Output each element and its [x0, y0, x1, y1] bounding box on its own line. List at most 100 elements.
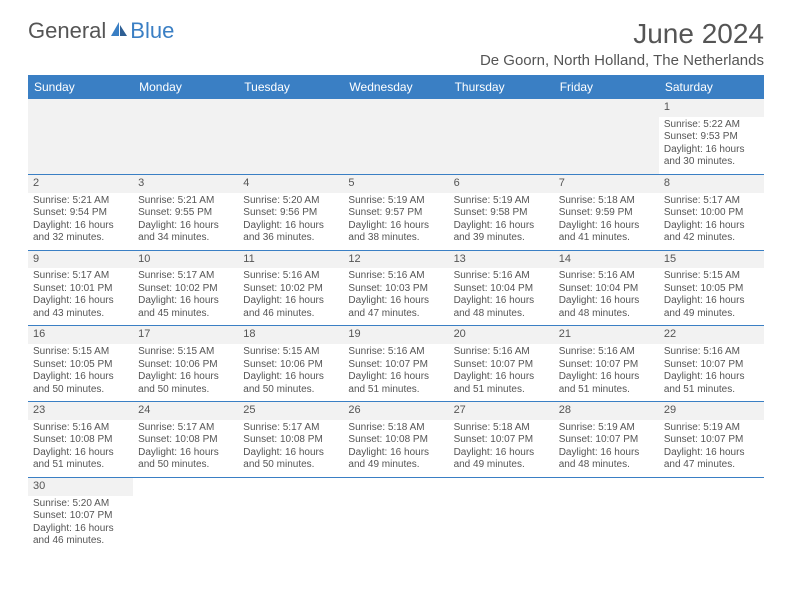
- daylight-text: Daylight: 16 hours and 51 minutes.: [664, 371, 759, 396]
- day-cell: 5Sunrise: 5:19 AMSunset: 9:57 PMDaylight…: [343, 175, 448, 250]
- sunrise-text: Sunrise: 5:16 AM: [243, 270, 338, 283]
- day-header-row: SundayMondayTuesdayWednesdayThursdayFrid…: [28, 75, 764, 99]
- sunrise-text: Sunrise: 5:16 AM: [664, 346, 759, 359]
- sunset-text: Sunset: 10:07 PM: [454, 359, 549, 372]
- day-cell: 18 Sunrise: 5:15 AMSunset: 10:06 PMDaylig…: [238, 326, 343, 401]
- sunrise-text: Sunrise: 5:20 AM: [243, 195, 338, 208]
- day-info: Sunrise: 5:17 AMSunset: 10:08 PMDaylight…: [138, 422, 233, 472]
- day-number: 11: [238, 251, 343, 269]
- sunset-text: Sunset: 10:08 PM: [243, 434, 338, 447]
- day-cell: [133, 99, 238, 174]
- day-cell: 28Sunrise: 5:19 AMSunset: 10:07 PMDaylig…: [554, 402, 659, 477]
- day-number: 9: [28, 251, 133, 269]
- day-cell: [133, 478, 238, 553]
- day-cell: [449, 99, 554, 174]
- daylight-text: Daylight: 16 hours and 51 minutes.: [454, 371, 549, 396]
- day-info: Sunrise: 5:19 AMSunset: 9:58 PMDaylight:…: [454, 195, 549, 245]
- daylight-text: Daylight: 16 hours and 50 minutes.: [243, 371, 338, 396]
- day-number: 1: [659, 99, 764, 117]
- header: General Blue June 2024 De Goorn, North H…: [28, 18, 764, 69]
- daylight-text: Daylight: 16 hours and 51 minutes.: [348, 371, 443, 396]
- day-cell: [449, 478, 554, 553]
- day-cell: [28, 99, 133, 174]
- day-info: Sunrise: 5:21 AMSunset: 9:54 PMDaylight:…: [33, 195, 128, 245]
- day-cell: 13Sunrise: 5:16 AMSunset: 10:04 PMDaylig…: [449, 251, 554, 326]
- day-info: Sunrise: 5:16 AMSunset: 10:07 PMDaylight…: [454, 346, 549, 396]
- day-number: 30: [28, 478, 133, 496]
- day-number: 28: [554, 402, 659, 420]
- day-number: 16: [28, 326, 133, 344]
- week-row: 30 Sunrise: 5:20 AMSunset: 10:07 PMDaylig…: [28, 478, 764, 553]
- sunset-text: Sunset: 9:59 PM: [559, 207, 654, 220]
- day-info: Sunrise: 5:16 AMSunset: 10:03 PMDaylight…: [348, 270, 443, 320]
- sunrise-text: Sunrise: 5:22 AM: [664, 119, 759, 132]
- day-cell: [238, 99, 343, 174]
- daylight-text: Daylight: 16 hours and 51 minutes.: [33, 447, 128, 472]
- daylight-text: Daylight: 16 hours and 43 minutes.: [33, 295, 128, 320]
- day-number: 18: [238, 326, 343, 344]
- daylight-text: Daylight: 16 hours and 48 minutes.: [559, 447, 654, 472]
- day-cell: [659, 478, 764, 553]
- sunrise-text: Sunrise: 5:17 AM: [664, 195, 759, 208]
- day-number: 27: [449, 402, 554, 420]
- day-info: Sunrise: 5:20 AMSunset: 10:07 PMDaylight…: [33, 498, 128, 548]
- day-number: 7: [554, 175, 659, 193]
- day-number: 15: [659, 251, 764, 269]
- day-info: Sunrise: 5:15 AMSunset: 10:05 PMDaylight…: [33, 346, 128, 396]
- day-cell: 29 Sunrise: 5:19 AMSunset: 10:07 PMDaylig…: [659, 402, 764, 477]
- daylight-text: Daylight: 16 hours and 50 minutes.: [33, 371, 128, 396]
- sunset-text: Sunset: 9:58 PM: [454, 207, 549, 220]
- sunrise-text: Sunrise: 5:17 AM: [138, 422, 233, 435]
- day-info: Sunrise: 5:16 AMSunset: 10:02 PMDaylight…: [243, 270, 338, 320]
- sunset-text: Sunset: 10:02 PM: [138, 283, 233, 296]
- sunrise-text: Sunrise: 5:17 AM: [138, 270, 233, 283]
- daylight-text: Daylight: 16 hours and 41 minutes.: [559, 220, 654, 245]
- day-info: Sunrise: 5:16 AMSunset: 10:07 PMDaylight…: [348, 346, 443, 396]
- day-cell: 10Sunrise: 5:17 AMSunset: 10:02 PMDaylig…: [133, 251, 238, 326]
- logo-text-general: General: [28, 18, 106, 44]
- month-title: June 2024: [480, 18, 764, 50]
- sunset-text: Sunset: 10:06 PM: [243, 359, 338, 372]
- day-info: Sunrise: 5:19 AMSunset: 10:07 PMDaylight…: [664, 422, 759, 472]
- sunset-text: Sunset: 10:04 PM: [559, 283, 654, 296]
- day-cell: 25 Sunrise: 5:17 AMSunset: 10:08 PMDaylig…: [238, 402, 343, 477]
- sunset-text: Sunset: 10:07 PM: [664, 434, 759, 447]
- day-number: 25: [238, 402, 343, 420]
- day-cell: 6Sunrise: 5:19 AMSunset: 9:58 PMDaylight…: [449, 175, 554, 250]
- day-number: 23: [28, 402, 133, 420]
- sunrise-text: Sunrise: 5:16 AM: [454, 270, 549, 283]
- sunrise-text: Sunrise: 5:21 AM: [33, 195, 128, 208]
- week-row: 23Sunrise: 5:16 AMSunset: 10:08 PMDaylig…: [28, 402, 764, 478]
- day-number: 12: [343, 251, 448, 269]
- sunrise-text: Sunrise: 5:16 AM: [559, 346, 654, 359]
- sunset-text: Sunset: 10:08 PM: [33, 434, 128, 447]
- daylight-text: Daylight: 16 hours and 51 minutes.: [559, 371, 654, 396]
- day-cell: [343, 478, 448, 553]
- daylight-text: Daylight: 16 hours and 49 minutes.: [348, 447, 443, 472]
- day-info: Sunrise: 5:17 AMSunset: 10:08 PMDaylight…: [243, 422, 338, 472]
- daylight-text: Daylight: 16 hours and 47 minutes.: [664, 447, 759, 472]
- sunrise-text: Sunrise: 5:15 AM: [243, 346, 338, 359]
- sunset-text: Sunset: 10:05 PM: [33, 359, 128, 372]
- daylight-text: Daylight: 16 hours and 50 minutes.: [138, 447, 233, 472]
- daylight-text: Daylight: 16 hours and 39 minutes.: [454, 220, 549, 245]
- day-number: 29: [659, 402, 764, 420]
- day-header: Sunday: [28, 75, 133, 99]
- day-info: Sunrise: 5:16 AMSunset: 10:08 PMDaylight…: [33, 422, 128, 472]
- day-cell: 21Sunrise: 5:16 AMSunset: 10:07 PMDaylig…: [554, 326, 659, 401]
- sunset-text: Sunset: 10:07 PM: [664, 359, 759, 372]
- day-cell: 22Sunrise: 5:16 AMSunset: 10:07 PMDaylig…: [659, 326, 764, 401]
- sunrise-text: Sunrise: 5:15 AM: [664, 270, 759, 283]
- sunrise-text: Sunrise: 5:20 AM: [33, 498, 128, 511]
- day-info: Sunrise: 5:17 AMSunset: 10:00 PMDaylight…: [664, 195, 759, 245]
- day-cell: 3Sunrise: 5:21 AMSunset: 9:55 PMDaylight…: [133, 175, 238, 250]
- sunrise-text: Sunrise: 5:19 AM: [348, 195, 443, 208]
- day-cell: [554, 478, 659, 553]
- day-number: 21: [554, 326, 659, 344]
- day-cell: 16 Sunrise: 5:15 AMSunset: 10:05 PMDaylig…: [28, 326, 133, 401]
- sunset-text: Sunset: 9:53 PM: [664, 131, 759, 144]
- location-text: De Goorn, North Holland, The Netherlands: [480, 52, 764, 69]
- sunrise-text: Sunrise: 5:15 AM: [33, 346, 128, 359]
- day-cell: 11Sunrise: 5:16 AMSunset: 10:02 PMDaylig…: [238, 251, 343, 326]
- sunrise-text: Sunrise: 5:16 AM: [33, 422, 128, 435]
